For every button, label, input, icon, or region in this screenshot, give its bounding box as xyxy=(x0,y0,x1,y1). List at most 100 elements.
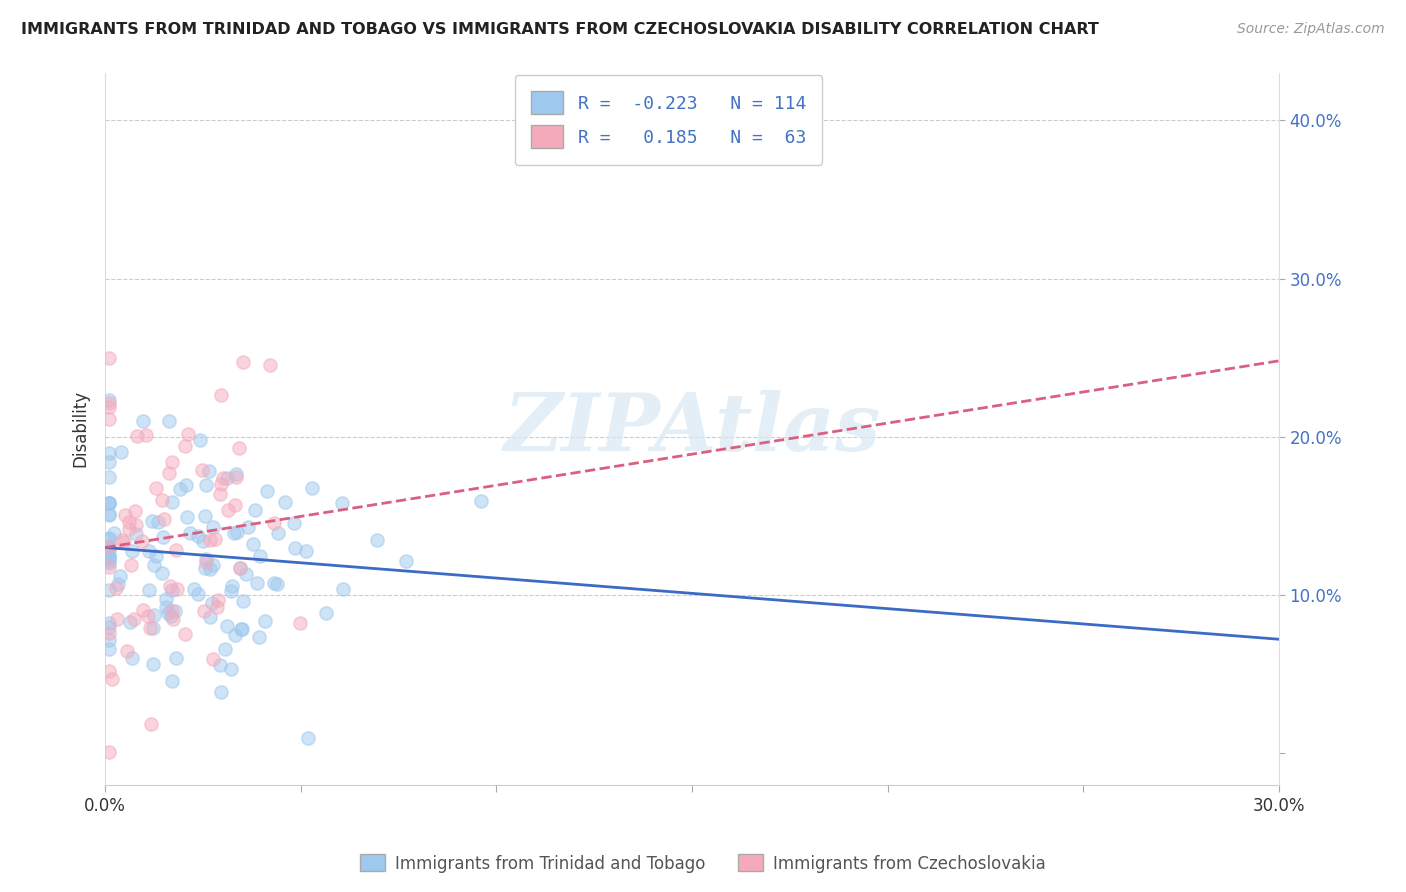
Point xyxy=(274,495,297,509)
Point xyxy=(160,673,183,688)
Point xyxy=(127,429,149,443)
Point xyxy=(142,558,165,572)
Point xyxy=(222,526,245,541)
Point xyxy=(224,628,246,642)
Point xyxy=(221,579,243,593)
Point xyxy=(98,496,121,510)
Y-axis label: Disability: Disability xyxy=(72,391,89,467)
Point xyxy=(145,481,167,495)
Point xyxy=(215,619,238,633)
Point xyxy=(253,614,276,628)
Point xyxy=(98,540,121,554)
Point xyxy=(141,514,163,528)
Point xyxy=(187,586,209,600)
Point xyxy=(225,467,247,481)
Point xyxy=(266,577,288,591)
Point xyxy=(193,604,215,618)
Point xyxy=(120,558,142,572)
Point xyxy=(121,543,143,558)
Point xyxy=(267,526,290,541)
Legend: Immigrants from Trinidad and Tobago, Immigrants from Czechoslovakia: Immigrants from Trinidad and Tobago, Imm… xyxy=(353,847,1053,880)
Point xyxy=(98,455,121,469)
Point xyxy=(98,412,121,426)
Point xyxy=(150,566,173,581)
Point xyxy=(297,731,319,745)
Point xyxy=(155,592,177,607)
Point xyxy=(98,533,121,547)
Point xyxy=(229,561,252,575)
Point xyxy=(243,502,266,516)
Point xyxy=(157,606,180,620)
Point xyxy=(98,507,121,521)
Point xyxy=(263,576,285,591)
Point xyxy=(152,512,174,526)
Point xyxy=(131,602,153,616)
Point xyxy=(98,550,121,565)
Point xyxy=(200,596,222,610)
Point xyxy=(132,414,155,428)
Point xyxy=(194,509,217,524)
Point xyxy=(160,455,183,469)
Point xyxy=(155,599,177,614)
Point xyxy=(118,522,141,536)
Point xyxy=(98,619,121,633)
Point xyxy=(236,520,259,534)
Point xyxy=(107,576,129,591)
Point xyxy=(135,428,157,442)
Point xyxy=(188,433,211,447)
Point xyxy=(112,535,135,549)
Point xyxy=(160,609,183,624)
Point xyxy=(98,542,121,557)
Point xyxy=(183,582,205,597)
Point xyxy=(143,608,166,623)
Point xyxy=(246,576,269,591)
Point xyxy=(120,615,142,630)
Point xyxy=(247,630,270,644)
Point xyxy=(174,439,197,453)
Point xyxy=(98,632,121,647)
Point xyxy=(98,615,121,630)
Point xyxy=(138,583,160,598)
Point xyxy=(159,579,181,593)
Point xyxy=(225,470,247,484)
Point xyxy=(200,562,222,576)
Point xyxy=(138,609,160,624)
Point xyxy=(98,351,121,366)
Point xyxy=(165,604,187,618)
Point xyxy=(366,533,388,547)
Point xyxy=(111,533,134,547)
Point xyxy=(176,510,198,524)
Point xyxy=(330,496,353,510)
Point xyxy=(209,387,232,401)
Point xyxy=(229,561,252,575)
Point xyxy=(470,493,492,508)
Point xyxy=(191,534,214,549)
Point xyxy=(146,515,169,529)
Point xyxy=(212,471,235,485)
Text: IMMIGRANTS FROM TRINIDAD AND TOBAGO VS IMMIGRANTS FROM CZECHOSLOVAKIA DISABILITY: IMMIGRANTS FROM TRINIDAD AND TOBAGO VS I… xyxy=(21,22,1099,37)
Point xyxy=(201,652,224,666)
Point xyxy=(98,470,121,484)
Point xyxy=(201,558,224,572)
Point xyxy=(235,567,257,582)
Point xyxy=(101,672,124,686)
Point xyxy=(103,525,125,540)
Point xyxy=(209,476,232,491)
Point xyxy=(138,543,160,558)
Point xyxy=(98,446,121,460)
Point xyxy=(194,560,217,574)
Point xyxy=(294,543,316,558)
Point xyxy=(118,515,141,529)
Point xyxy=(194,477,217,491)
Point xyxy=(229,622,252,636)
Point xyxy=(283,516,305,530)
Point xyxy=(98,642,121,657)
Point xyxy=(110,445,132,459)
Point xyxy=(198,610,221,624)
Point xyxy=(117,644,139,658)
Point xyxy=(301,481,323,495)
Point xyxy=(395,554,418,568)
Point xyxy=(200,533,222,548)
Point xyxy=(259,358,281,372)
Point xyxy=(98,549,121,564)
